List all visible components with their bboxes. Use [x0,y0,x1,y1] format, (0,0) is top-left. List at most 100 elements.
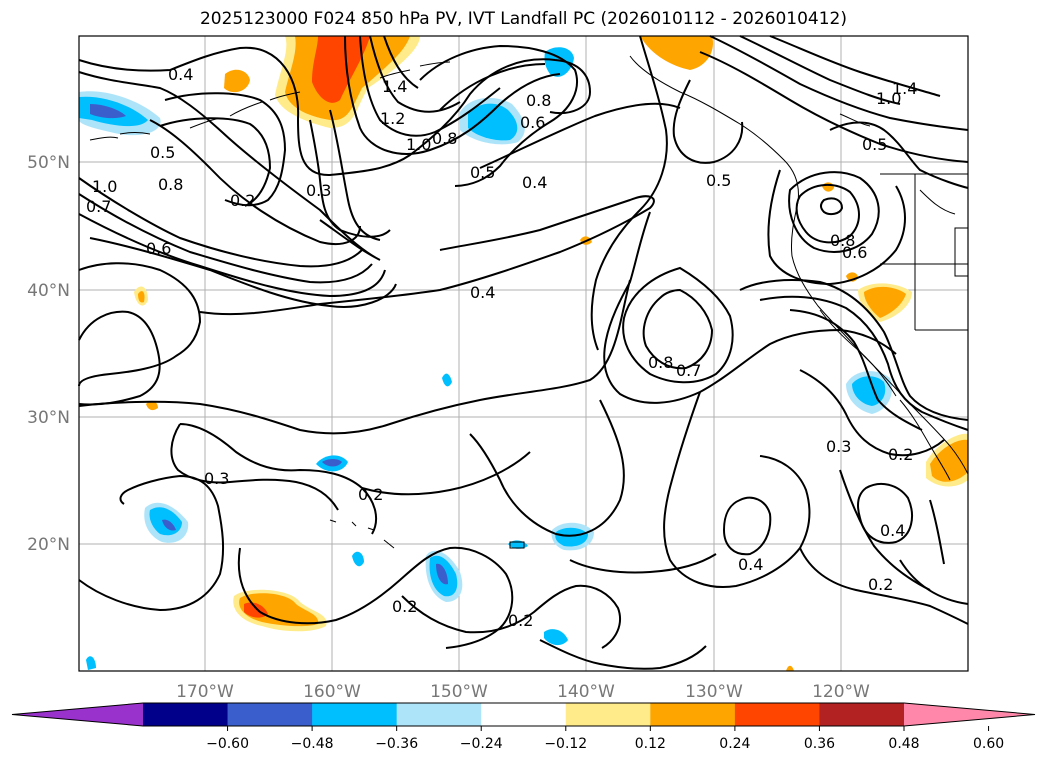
colorbar-segment [650,703,736,726]
contour-line [78,474,225,612]
colorbar-tick-label: −0.24 [460,736,503,752]
contour-label: 1.4 [382,77,407,96]
map-title: 2025123000 F024 850 hPa PV, IVT Landfall… [199,9,847,29]
lat-label: 20°N [27,535,70,555]
contour-line [149,119,361,245]
contour-line [179,423,378,535]
coastline [880,173,968,331]
contour-line [199,195,655,316]
coastline [379,61,451,79]
positive-anomaly [312,36,370,103]
positive-anomaly [786,665,794,671]
contour-line [361,451,531,496]
colorbar-tick-label: −0.60 [206,736,249,752]
negative-anomaly [468,103,518,141]
colorbar-tick-label: 0.12 [635,736,666,752]
contour-layer [78,35,969,670]
positive-anomaly [138,291,145,303]
contour-label: 0.4 [738,555,763,574]
contour-label: 0.4 [880,521,905,540]
contour-label: 0.6 [520,113,545,132]
contour-line [78,177,363,268]
positive-anomaly [640,36,714,70]
latitude-labels: 50°N 40°N 30°N 20°N [27,153,70,555]
colorbar-segment [819,703,905,726]
contour-label: 0.3 [826,437,851,456]
contour-label: 1.4 [892,79,917,98]
contour-line [439,63,546,111]
contour-label: 0.2 [230,191,255,210]
contour-line [663,391,811,588]
colorbar-tick-label: −0.48 [291,736,334,752]
coastline [509,541,525,549]
contour-line [759,295,969,431]
contour-line [795,184,860,244]
contour-label: 0.3 [204,469,229,488]
contour-line [672,79,744,164]
positive-anomaly [239,593,319,627]
contour-label: 1.0 [92,177,117,196]
contour-label: 0.5 [150,143,175,162]
contour-line [479,102,681,169]
contour-line [78,262,202,387]
contour-label: 0.8 [830,231,855,250]
map-frame [78,35,969,672]
contour-label: 0.5 [706,171,731,190]
lat-label: 50°N [27,153,70,173]
colorbar: −0.60 −0.48 −0.36 −0.24 −0.12 0.12 0.24 0.36 0.4… [11,702,1036,752]
colorbar-segment [143,703,229,726]
contour-line [642,288,714,370]
contour-line [722,496,772,556]
contour-label: 0.8 [526,91,551,110]
contour-line [170,423,339,511]
colorbar-segment [312,703,398,726]
colorbar-segment [396,703,482,726]
contour-label: 0.6 [842,243,867,262]
contour-label: 0.8 [432,129,457,148]
lon-label: 130°W [685,682,743,702]
contour-label: 0.8 [158,175,183,194]
contour-line [237,546,514,649]
positive-anomaly [822,182,834,192]
longitude-labels: 170°W 160°W 150°W 140°W 130°W 120°W [176,682,870,702]
contour-line [839,469,931,591]
contour-line [709,35,969,131]
coastline [819,309,897,397]
contour-label: 0.6 [146,239,171,258]
colorbar-tick-label: −0.12 [544,736,587,752]
negative-anomaly [555,527,588,547]
contour-label: 0.4 [470,283,495,302]
colorbar-tick-label: 0.48 [888,736,919,752]
contour-line [769,35,941,97]
contour-label: 0.7 [86,197,111,216]
colorbar-tick-label: 0.24 [719,736,750,752]
contour-line [419,44,578,187]
contour-line [569,553,717,574]
contour-label: 0.2 [392,597,417,616]
contour-line [699,51,969,163]
contour-line [539,639,707,670]
colorbar-segment-under [12,703,143,726]
contour-label: 0.5 [470,163,495,182]
colorbar-segment [227,703,313,726]
coastline [839,113,871,127]
contour-line [469,399,625,537]
positive-anomaly [146,401,158,411]
negative-anomaly [90,104,126,119]
colorbar-segment-over [904,703,1035,726]
contour-label: 0.2 [888,445,913,464]
contour-line [929,499,945,565]
contour-line [359,35,501,137]
negative-anomaly [442,373,452,387]
contour-line [369,35,461,113]
contour-label: 0.4 [168,65,193,84]
contour-line [820,197,844,216]
contour-line [603,211,897,404]
lon-label: 140°W [557,682,615,702]
coastline [899,399,951,481]
contour-line [78,310,161,406]
contour-line [622,266,734,384]
contour-label: 1.0 [876,89,901,108]
contour-label: 0.5 [862,135,887,154]
contour-line [309,119,391,238]
